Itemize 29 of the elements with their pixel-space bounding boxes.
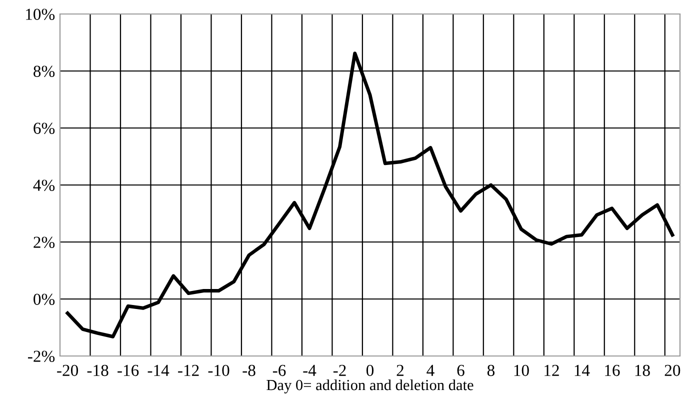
x-tick-label: -8 xyxy=(242,364,256,376)
y-tick-label: 8% xyxy=(34,66,55,77)
x-tick-label: -10 xyxy=(208,364,230,376)
x-tick-label: 20 xyxy=(664,364,680,376)
x-tick-label: 6 xyxy=(457,364,464,376)
x-tick-label: 14 xyxy=(574,364,590,376)
y-tick-label: -2% xyxy=(28,350,55,362)
y-tick-label: 4% xyxy=(33,180,55,191)
y-tick-label: 6% xyxy=(34,122,55,134)
x-tick-label: -6 xyxy=(272,364,286,376)
x-tick-label: 16 xyxy=(605,364,620,376)
x-tick-label: 18 xyxy=(635,364,650,376)
x-tick-label: 0 xyxy=(366,364,374,376)
y-tick-label: 0% xyxy=(34,294,55,305)
x-tick-label: -18 xyxy=(87,364,108,376)
x-tick-label: -2 xyxy=(333,364,346,376)
x-tick-label: 2 xyxy=(396,364,404,376)
x-tick-label: -20 xyxy=(57,364,78,376)
x-tick-label: -4 xyxy=(303,364,316,376)
x-tick-label: 10 xyxy=(514,364,529,376)
x-axis-title: Day 0= addition and deletion date xyxy=(266,379,474,394)
x-tick-label: -12 xyxy=(178,364,199,376)
x-tick-label: 12 xyxy=(544,364,559,376)
x-tick-label: -14 xyxy=(148,364,170,376)
y-tick-label: 2% xyxy=(34,236,55,248)
x-tick-label: 8 xyxy=(487,364,495,376)
x-tick-label: -16 xyxy=(118,364,139,376)
y-tick-label: 10% xyxy=(26,8,55,20)
x-tick-label: 4 xyxy=(426,364,434,376)
